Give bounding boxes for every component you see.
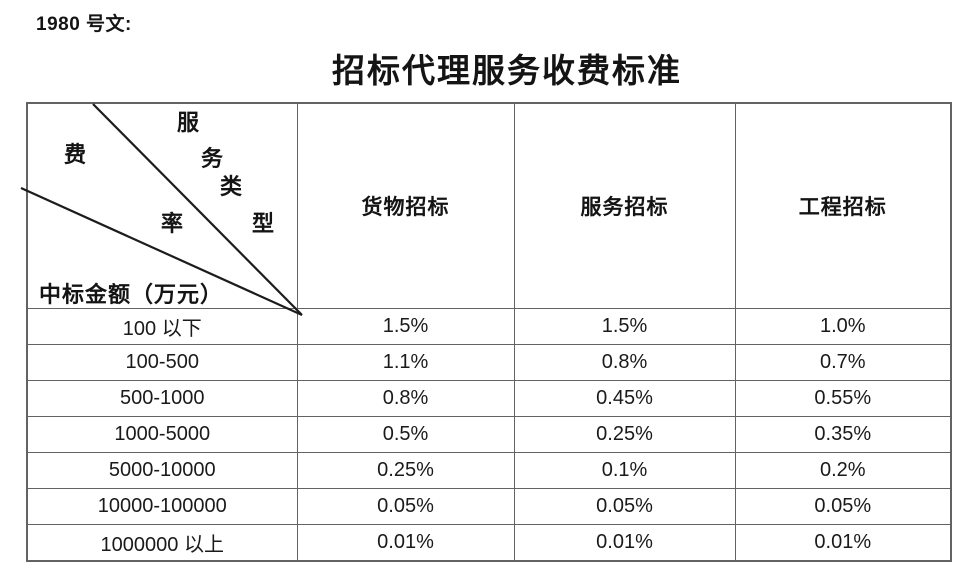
table-row: 10000-100000 0.05% 0.05% 0.05% [26, 488, 952, 525]
column-header-goods: 货物招标 [296, 102, 515, 309]
amount-range-cell: 1000000 以上 [26, 524, 298, 562]
service-type-char: 类 [219, 174, 243, 199]
rate-cell: 1.5% [513, 308, 736, 345]
rate-cell: 0.05% [734, 488, 952, 525]
rate-cell: 0.5% [296, 416, 515, 453]
rate-cell: 0.25% [513, 416, 736, 453]
rate-cell: 0.7% [734, 344, 952, 381]
table-row: 100-500 1.1% 0.8% 0.7% [26, 344, 952, 381]
rate-cell: 0.35% [734, 416, 952, 453]
amount-range-cell: 1000-5000 [26, 416, 298, 453]
service-type-char: 务 [200, 146, 224, 171]
rate-cell: 0.25% [296, 452, 515, 489]
rate-cell: 0.8% [513, 344, 736, 381]
corner-header-cell: 服 务 类 型 费 率 中标金额（万元） [20, 102, 303, 317]
rate-cell: 1.1% [296, 344, 515, 381]
fee-standard-table: 服 务 类 型 费 率 中标金额（万元） 货物招标 服务招标 工程招标 100 … [20, 102, 952, 562]
amount-range-cell: 5000-10000 [26, 452, 298, 489]
service-type-char: 服 [176, 110, 200, 135]
amount-axis-label: 中标金额（万元） [39, 282, 224, 307]
rate-cell: 0.05% [296, 488, 515, 525]
service-type-char: 型 [251, 211, 275, 236]
amount-range-cell: 100 以下 [26, 308, 298, 345]
rate-cell: 0.2% [734, 452, 952, 489]
table-row: 500-1000 0.8% 0.45% 0.55% [26, 380, 952, 417]
amount-range-cell: 100-500 [26, 344, 298, 381]
fee-rate-char: 率 [160, 211, 184, 236]
rate-cell: 0.55% [734, 380, 952, 417]
table-row: 1000000 以上 0.01% 0.01% 0.01% [26, 524, 952, 562]
page-title: 招标代理服务收费标准 [332, 54, 682, 90]
rate-cell: 0.45% [513, 380, 736, 417]
amount-range-cell: 500-1000 [26, 380, 298, 417]
table-row: 5000-10000 0.25% 0.1% 0.2% [26, 452, 952, 489]
doc-number-label: 1980 号文: [36, 14, 132, 35]
diagonal-divider-lines [20, 103, 303, 317]
rate-cell: 0.8% [296, 380, 515, 417]
fee-rate-char: 费 [63, 142, 87, 167]
table-row: 1000-5000 0.5% 0.25% 0.35% [26, 416, 952, 453]
rate-cell: 0.01% [734, 524, 952, 562]
table-row: 100 以下 1.5% 1.5% 1.0% [26, 308, 952, 345]
header-row: 服 务 类 型 费 率 中标金额（万元） 货物招标 服务招标 工程招标 [20, 102, 952, 317]
column-header-engineering: 工程招标 [734, 102, 952, 309]
amount-range-cell: 10000-100000 [26, 488, 298, 525]
rate-cell: 0.1% [513, 452, 736, 489]
rate-cell: 1.0% [734, 308, 952, 345]
column-header-service: 服务招标 [513, 102, 736, 309]
rate-cell: 1.5% [296, 308, 515, 345]
rate-cell: 0.01% [513, 524, 736, 562]
rate-cell: 0.01% [296, 524, 515, 562]
rate-cell: 0.05% [513, 488, 736, 525]
fee-table-body: 100 以下 1.5% 1.5% 1.0% 100-500 1.1% 0.8% … [26, 308, 952, 562]
